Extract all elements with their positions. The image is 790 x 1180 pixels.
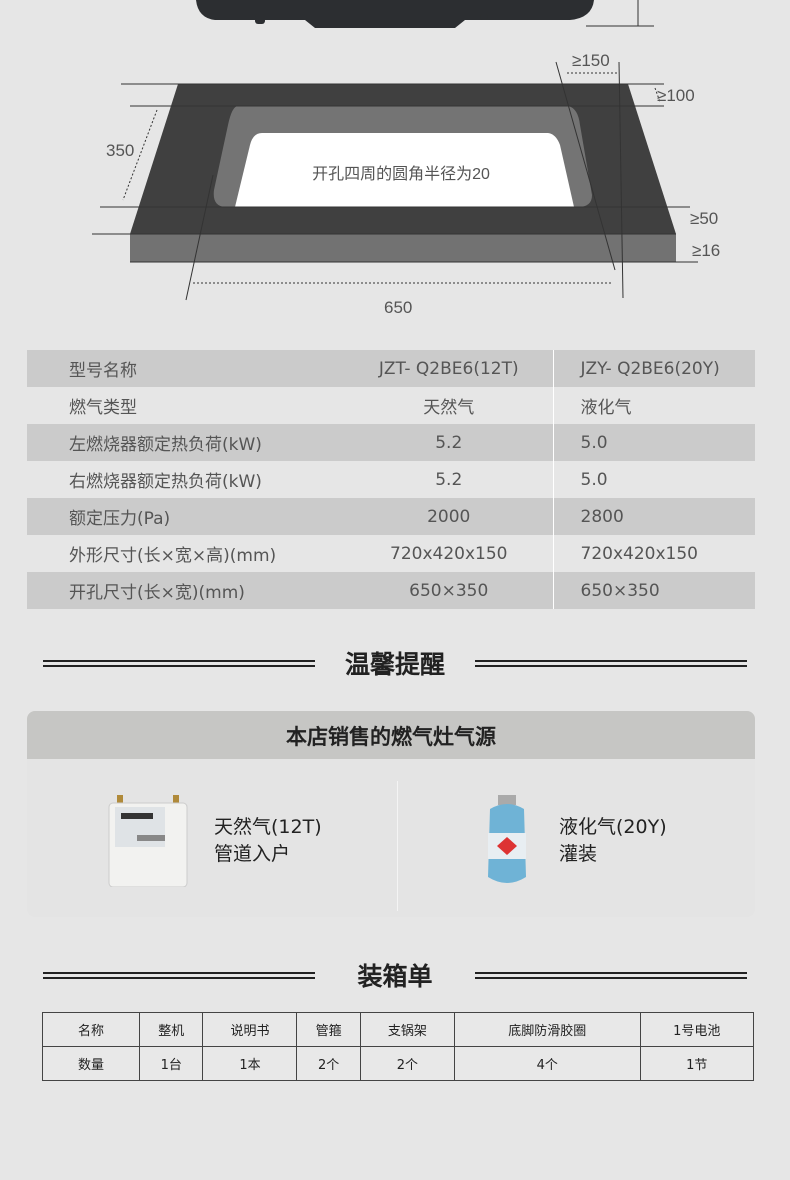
clear-back: ≥150 [572, 51, 610, 70]
spec-table: 型号名称 JZT- Q2BE6(12T) JZY- Q2BE6(20Y) 燃气类型 天然… [27, 350, 755, 609]
spec-value: 650×350 [553, 572, 755, 609]
packing-cell: 管箍 [296, 1012, 361, 1047]
spec-value: JZY- Q2BE6(20Y) [553, 350, 755, 387]
gas-source-title: 本店销售的燃气灶气源 [27, 711, 755, 759]
spec-value: 2800 [553, 498, 755, 535]
spec-row: 开孔尺寸(长×宽)(mm) 650×350 650×350 [27, 572, 755, 609]
packing-cell: 2个 [359, 1046, 455, 1081]
packing-cell: 数量 [42, 1046, 140, 1081]
cutout-note: 开孔四周的圆角半径为20 [312, 165, 490, 183]
gas-source-lpg-supply: 灌装 [559, 843, 598, 865]
thickness: ≥16 [692, 241, 720, 260]
spec-label: 左燃烧器额定热负荷(kW) [27, 424, 345, 461]
spec-value: 720x420x150 [553, 535, 755, 572]
packing-table: 名称 整机 说明书 管箍 支锅架 底脚防滑胶圈 1号电池 数量 1台 1本 2个 2个 4个 1节 [42, 1012, 755, 1081]
gas-source-natural: 天然气(12T) 管道入户 [107, 795, 322, 887]
spec-label: 型号名称 [27, 350, 345, 387]
gas-meter-icon [108, 795, 188, 887]
clear-front: ≥50 [690, 209, 718, 228]
packing-title: 装箱单 [357, 962, 433, 991]
packing-cell: 1本 [202, 1046, 298, 1081]
packing-cell: 底脚防滑胶圈 [453, 1012, 641, 1047]
spec-value: 液化气 [553, 387, 755, 424]
packing-cell: 名称 [42, 1012, 140, 1047]
packing-cell: 说明书 [202, 1012, 298, 1047]
packing-cell: 整机 [138, 1012, 204, 1047]
packing-heading: 装箱单 [0, 957, 790, 993]
spec-label: 右燃烧器额定热负荷(kW) [27, 461, 345, 498]
packing-cell: 2个 [296, 1046, 361, 1081]
stove-bottom-image [196, 0, 654, 28]
packing-cell: 支锅架 [359, 1012, 455, 1047]
packing-row: 名称 整机 说明书 管箍 支锅架 底脚防滑胶圈 1号电池 [42, 1012, 755, 1047]
gas-source-lpg-type: 液化气(20Y) [559, 816, 667, 838]
spec-value: 5.2 [345, 461, 554, 498]
spec-value: 720x420x150 [345, 535, 554, 572]
spec-value: 5.0 [553, 424, 755, 461]
reminder-heading: 温馨提醒 [0, 645, 790, 681]
packing-cell: 1节 [639, 1046, 755, 1081]
gas-source-natural-supply: 管道入户 [214, 843, 291, 865]
spec-label: 外形尺寸(长×宽×高)(mm) [27, 535, 345, 572]
dim-width: 650 [384, 298, 412, 317]
spec-value: 5.0 [553, 461, 755, 498]
spec-value: 5.2 [345, 424, 554, 461]
spec-row: 右燃烧器额定热负荷(kW) 5.2 5.0 [27, 461, 755, 498]
spec-label: 开孔尺寸(长×宽)(mm) [27, 572, 345, 609]
gas-source-natural-type: 天然气(12T) [214, 816, 322, 838]
spec-value: 天然气 [345, 387, 554, 424]
packing-cell: 1台 [138, 1046, 204, 1081]
dim-depth: 350 [106, 141, 134, 160]
spec-row: 额定压力(Pa) 2000 2800 [27, 498, 755, 535]
spec-row: 型号名称 JZT- Q2BE6(12T) JZY- Q2BE6(20Y) [27, 350, 755, 387]
spec-row: 燃气类型 天然气 液化气 [27, 387, 755, 424]
packing-cell: 4个 [453, 1046, 641, 1081]
packing-row: 数量 1台 1本 2个 2个 4个 1节 [42, 1046, 755, 1081]
spec-row: 左燃烧器额定热负荷(kW) 5.2 5.0 [27, 424, 755, 461]
gas-source-lpg: 液化气(20Y) 灌装 [480, 793, 667, 889]
spec-value: JZT- Q2BE6(12T) [345, 350, 554, 387]
gas-source-panel: 本店销售的燃气灶气源 天然气(12T) 管道入户 液化气(20Y) 灌装 [27, 711, 755, 917]
reminder-title: 温馨提醒 [344, 650, 445, 679]
gas-cylinder-icon [488, 795, 526, 883]
spec-row: 外形尺寸(长×宽×高)(mm) 720x420x150 720x420x150 [27, 535, 755, 572]
packing-cell: 1号电池 [639, 1012, 755, 1047]
spec-value: 650×350 [345, 572, 554, 609]
spec-value: 2000 [345, 498, 554, 535]
cutout-diagram: 开孔四周的圆角半径为20 350 650 ≥150 ≥100 ≥50 ≥16 [92, 0, 720, 317]
spec-label: 额定压力(Pa) [27, 498, 345, 535]
spec-label: 燃气类型 [27, 387, 345, 424]
clear-side: ≥100 [657, 86, 695, 105]
